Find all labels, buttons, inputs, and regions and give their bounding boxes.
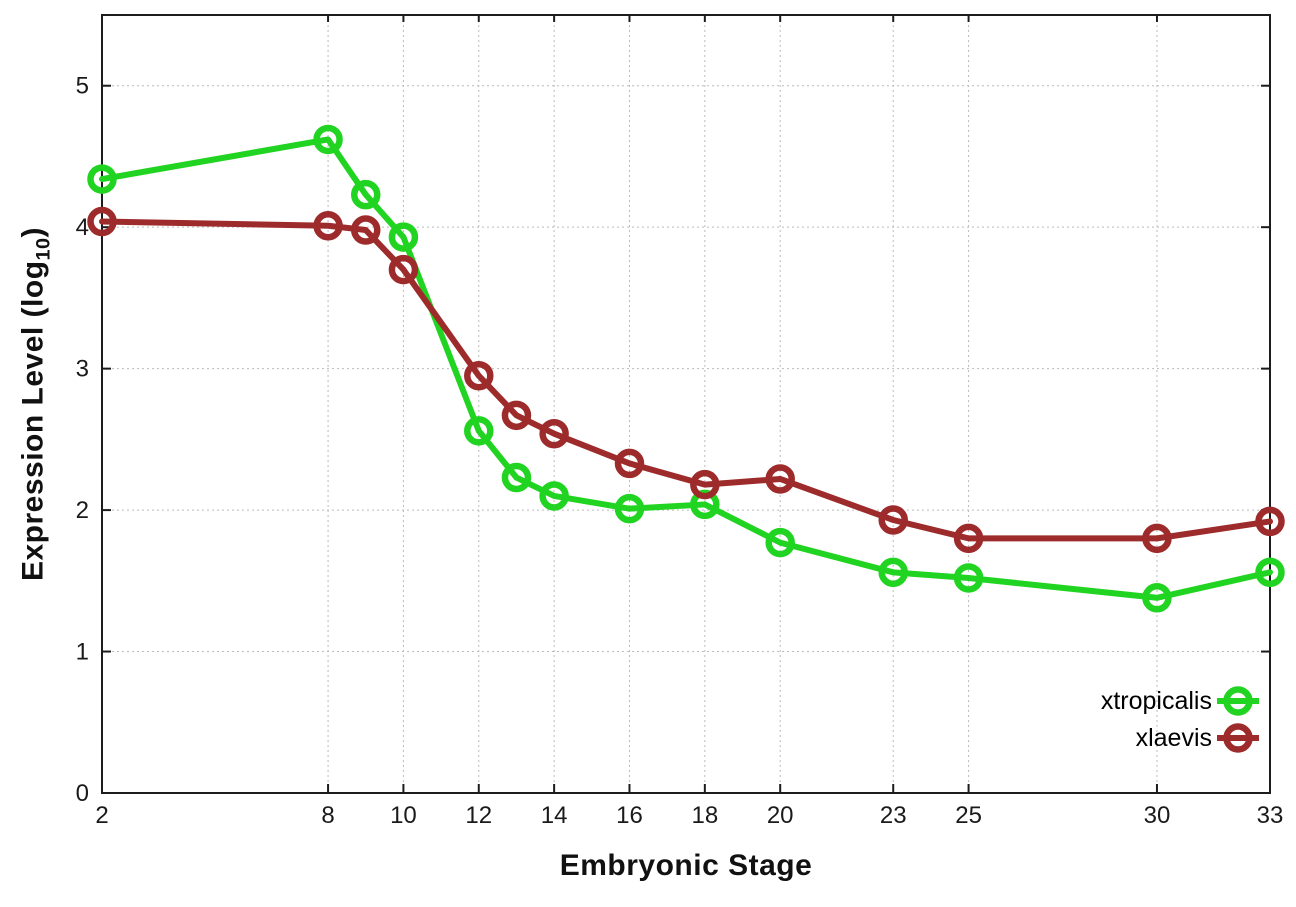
x-tick-label: 20 [767,802,794,829]
x-tick-labels: 2 8 10 12 14 16 18 20 23 25 30 33 [95,802,1283,829]
x-tick-label: 2 [95,802,108,829]
x-axis-title: Embryonic Stage [559,849,813,882]
series-xtropicalis [87,124,1285,613]
data-point-marker [614,493,645,524]
x-tick-label: 25 [955,802,982,829]
data-point-marker [313,211,343,241]
legend-label-xlaevis: xlaevis [1136,724,1212,752]
data-point-marker [87,206,117,237]
y-tick-label: 0 [76,780,89,807]
data-point-marker [690,469,720,500]
data-point-marker [953,563,984,593]
legend: xtropicalis xlaevis [1101,686,1259,753]
y-tick-label: 3 [76,356,89,383]
data-point-marker [1255,557,1285,588]
data-point-marker [1142,523,1172,554]
x-tick-label: 10 [390,802,417,829]
y-axis-title-suffix: ) [16,226,50,238]
y-tick-label: 1 [76,639,89,666]
data-point-marker [350,179,381,210]
data-point-marker [765,527,795,558]
y-axis-title: Expression Level (log10) [17,227,56,581]
data-point-marker [878,505,908,535]
x-tick-label: 18 [691,802,718,829]
y-tick-label: 4 [76,214,89,241]
data-point-marker [350,215,381,245]
gridlines [101,15,1271,793]
y-axis-title-text: Expression Level (log [16,260,50,582]
x-tick-label: 30 [1144,802,1171,829]
x-tick-label: 8 [321,802,334,829]
data-point-marker [614,448,645,479]
legend-marker-xtropicalis [1223,686,1253,716]
series-line-xlaevis [99,218,1273,542]
data-point-marker [313,124,343,155]
axis-ticks [101,15,1271,794]
data-point-marker [953,523,984,554]
y-axis-title-subscript: 10 [32,237,55,261]
data-point-marker [388,222,419,252]
data-point-marker [1255,506,1285,537]
data-point-marker [878,557,908,588]
data-point-marker [501,462,532,493]
data-point-marker [87,164,117,194]
data-point-marker [765,464,795,494]
x-tick-label: 14 [541,802,568,829]
legend-label-xtropicalis: xtropicalis [1101,687,1212,715]
data-point-marker [388,254,419,285]
data-point-marker [464,360,494,391]
x-tick-label: 12 [465,802,492,829]
plot-border [101,14,1271,794]
data-point-marker [501,400,532,431]
data-point-marker [464,416,494,446]
y-tick-label: 5 [76,73,89,100]
legend-marker-xlaevis [1223,723,1253,753]
data-point-marker [1142,583,1172,613]
x-tick-label: 16 [616,802,643,829]
y-tick-labels: 0 1 2 3 4 5 [76,73,89,807]
x-tick-label: 23 [880,802,907,829]
series-xlaevis [87,206,1285,554]
data-point-marker [539,481,569,511]
data-point-marker [539,418,569,449]
y-tick-label: 2 [76,497,89,524]
x-tick-label: 33 [1257,802,1284,829]
